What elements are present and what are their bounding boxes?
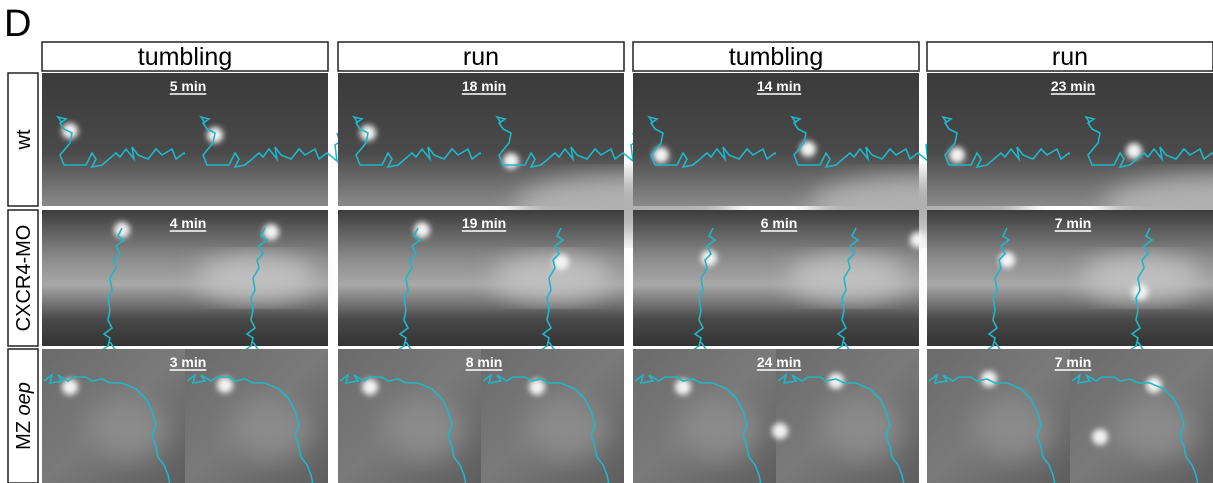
micrograph [42,349,185,483]
micrograph [42,210,185,362]
image-background [633,73,776,206]
image-background [927,73,1070,206]
cell [62,123,78,139]
cell [910,232,926,248]
micrograph [481,349,624,483]
micrograph [633,349,776,483]
time-label: 18 min [462,78,506,94]
micrograph [776,210,926,362]
time-label: 3 min [170,354,207,370]
image-texture [1116,399,1196,459]
time-label: 4 min [170,215,207,231]
image-background [338,210,481,346]
time-label: 19 min [462,215,506,231]
micrograph [338,210,481,362]
cell [1092,429,1108,445]
cell [999,252,1015,268]
micrograph [481,210,624,362]
time-label: 7 min [1055,354,1092,370]
row-label: wt [13,129,35,150]
time-label: 5 min [170,78,207,94]
cell [263,224,279,240]
image-background [42,73,185,206]
micrograph [927,349,1070,483]
image-background [633,210,776,346]
image-background [338,73,481,206]
image-texture [788,256,908,300]
cell [114,222,130,238]
micrograph [185,349,328,483]
micrograph [338,349,481,483]
row-label-part: MZ [13,415,35,449]
micrograph [633,210,776,362]
image-background [185,73,328,206]
micrograph [927,210,1070,362]
image-texture [231,399,311,459]
image-background [927,210,1070,346]
image-texture [527,399,607,459]
column-header: run [1052,43,1088,71]
cell [701,250,717,266]
time-label: 23 min [1051,78,1095,94]
cell [217,377,233,393]
row-label-part: oep [13,382,35,415]
figure-panel: D tumbling run tumbling run wt 5 min 18 min 14 … [0,0,1213,483]
time-label: 8 min [466,354,503,370]
time-label: 14 min [757,78,801,94]
cell [949,147,965,163]
row-label: CXCR4-MO [13,225,35,332]
panel-label: D [4,3,31,45]
time-label: 24 min [757,354,801,370]
column-header: tumbling [138,43,233,71]
micrograph [1070,210,1213,362]
image-texture [822,399,902,459]
micrograph [185,210,328,362]
image-texture [197,256,317,300]
image-texture [384,399,464,459]
image-texture [88,399,168,459]
cell [772,423,788,439]
image-background [42,210,185,346]
cell [62,379,78,395]
time-label: 6 min [761,215,798,231]
column-header: run [463,43,499,71]
time-label: 7 min [1055,215,1092,231]
micrograph [1070,349,1213,483]
image-texture [679,399,759,459]
cell [800,141,816,157]
cell [503,153,519,169]
image-texture [493,256,613,300]
row-label: MZ oep [13,382,35,450]
micrograph [185,73,343,206]
image-texture [973,399,1053,459]
column-header: tumbling [729,43,824,71]
